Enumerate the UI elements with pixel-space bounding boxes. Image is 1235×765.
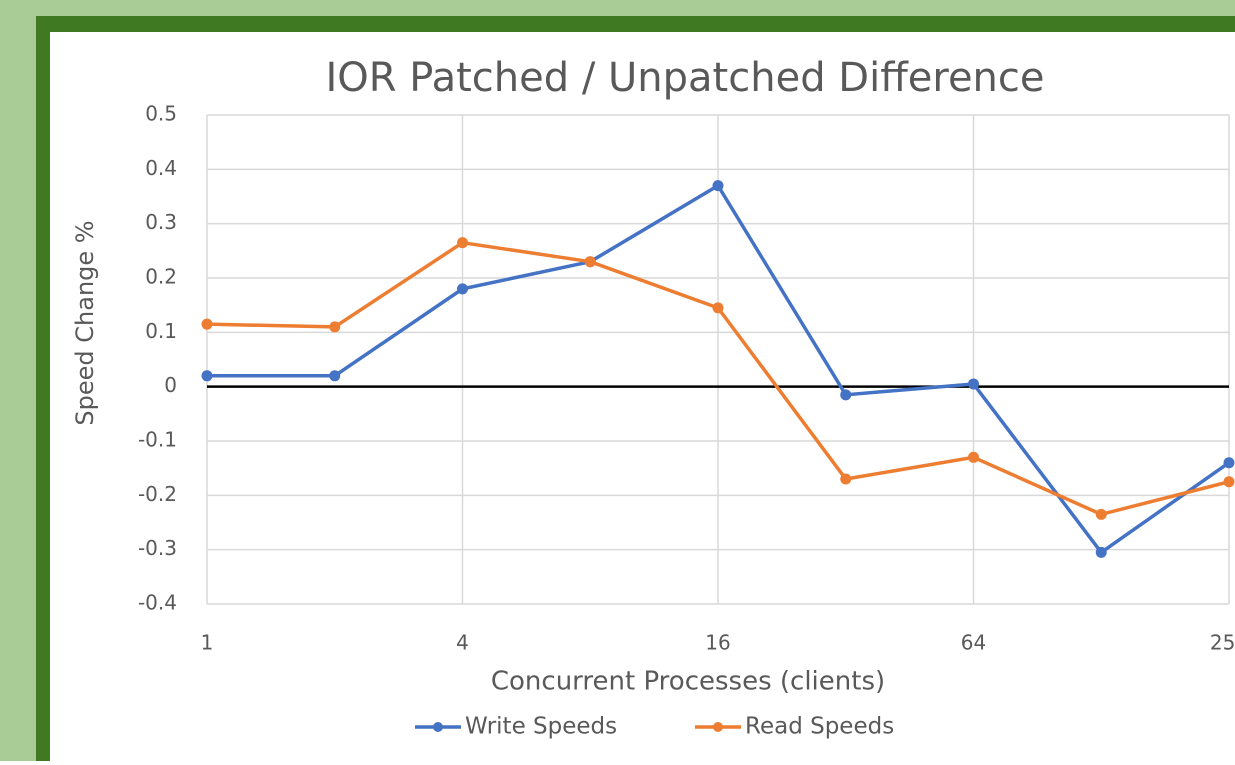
y-tick-label: 0.1 xyxy=(145,319,177,343)
data-point xyxy=(457,237,468,249)
x-tick-label: 1 xyxy=(201,631,214,655)
data-point xyxy=(1223,457,1235,469)
x-tick-label: 64 xyxy=(961,631,986,655)
chart-panel xyxy=(50,32,1235,761)
data-point xyxy=(968,451,979,463)
y-tick-label: -0.2 xyxy=(138,482,177,506)
x-tick-label: 4 xyxy=(456,631,469,655)
legend-label: Read Speeds xyxy=(745,714,894,740)
y-tick-label: -0.1 xyxy=(138,428,177,452)
data-point xyxy=(329,370,341,382)
legend-marker xyxy=(433,722,443,732)
x-tick-label: 16 xyxy=(705,631,730,655)
data-point xyxy=(584,256,596,268)
data-point xyxy=(329,321,341,333)
y-tick-label: 0 xyxy=(164,373,177,397)
y-tick-label: 0.4 xyxy=(145,156,177,180)
y-tick-label: 0.2 xyxy=(145,265,177,289)
legend-label: Write Speeds xyxy=(465,714,617,740)
x-axis-label: Concurrent Processes (clients) xyxy=(491,667,885,697)
data-point xyxy=(968,378,979,390)
y-axis-label: Speed Change % xyxy=(71,220,99,425)
data-point xyxy=(201,318,213,330)
data-point xyxy=(1095,546,1107,558)
y-tick-label: 0.3 xyxy=(145,210,177,234)
chart-title: IOR Patched / Unpatched Difference xyxy=(325,55,1044,101)
data-point xyxy=(712,302,724,314)
data-point xyxy=(457,283,468,295)
data-point xyxy=(1095,508,1107,520)
y-tick-label: 0.5 xyxy=(145,102,177,126)
y-tick-label: -0.4 xyxy=(138,591,177,615)
y-tick-label: -0.3 xyxy=(138,536,177,560)
data-point xyxy=(1223,476,1235,488)
legend-marker xyxy=(713,722,723,732)
data-point xyxy=(201,370,213,382)
data-point xyxy=(840,389,852,401)
data-point xyxy=(712,180,724,192)
x-tick-label: 256 xyxy=(1210,631,1235,655)
data-point xyxy=(840,473,852,485)
